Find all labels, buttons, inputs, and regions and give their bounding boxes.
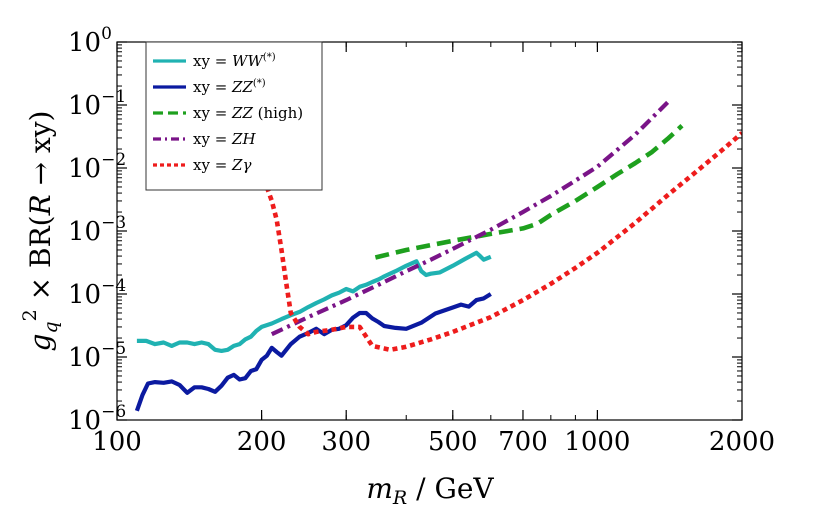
y-tick-label: 10−4 [68, 276, 126, 310]
y-tick-labels: 100 10−1 10−2 10−3 10−4 10−5 10−6 [68, 24, 126, 436]
x-tick-label: 1000 [564, 427, 630, 457]
y-tick-label: 10−5 [68, 339, 126, 373]
series-layer [134, 100, 742, 412]
y-tick-label: 10−2 [68, 150, 126, 184]
x-tick-label: 200 [237, 427, 287, 457]
legend-label-1: xy = ZZ(*) [193, 78, 266, 96]
x-tick-label: 700 [498, 427, 548, 457]
y-tick-label: 10−6 [68, 402, 126, 436]
x-axis-title: mR / GeV [366, 472, 494, 509]
y-tick-label: 10−1 [68, 87, 126, 121]
series-line-2 [374, 124, 684, 260]
x-tick-label: 2000 [709, 427, 775, 457]
legend: xy = WW(*) xy = ZZ(*) xy = ZZ (high) xy = Z… [145, 41, 323, 191]
legend-label-2: xy = ZZ (high) [193, 104, 303, 122]
series-line-1 [134, 292, 492, 412]
series-line-4 [264, 131, 742, 353]
y-tick-label: 100 [68, 24, 112, 58]
legend-label-4: xy = Zγ [193, 156, 251, 174]
plot-frame [116, 41, 743, 421]
x-tick-label: 300 [321, 427, 371, 457]
x-tick-label: 500 [428, 427, 478, 457]
x-tick-labels: 100 200 300 500 700 1000 2000 [92, 427, 775, 457]
series-line-3 [270, 100, 670, 337]
y-axis-title: gq2 × BR(R → xy) [19, 111, 62, 352]
y-tick-label: 10−3 [68, 213, 126, 247]
x-tick-label: 100 [92, 427, 142, 457]
series-line-0 [136, 250, 492, 353]
legend-label-3: xy = ZH [193, 130, 256, 148]
legend-label-0: xy = WW(*) [193, 52, 276, 70]
